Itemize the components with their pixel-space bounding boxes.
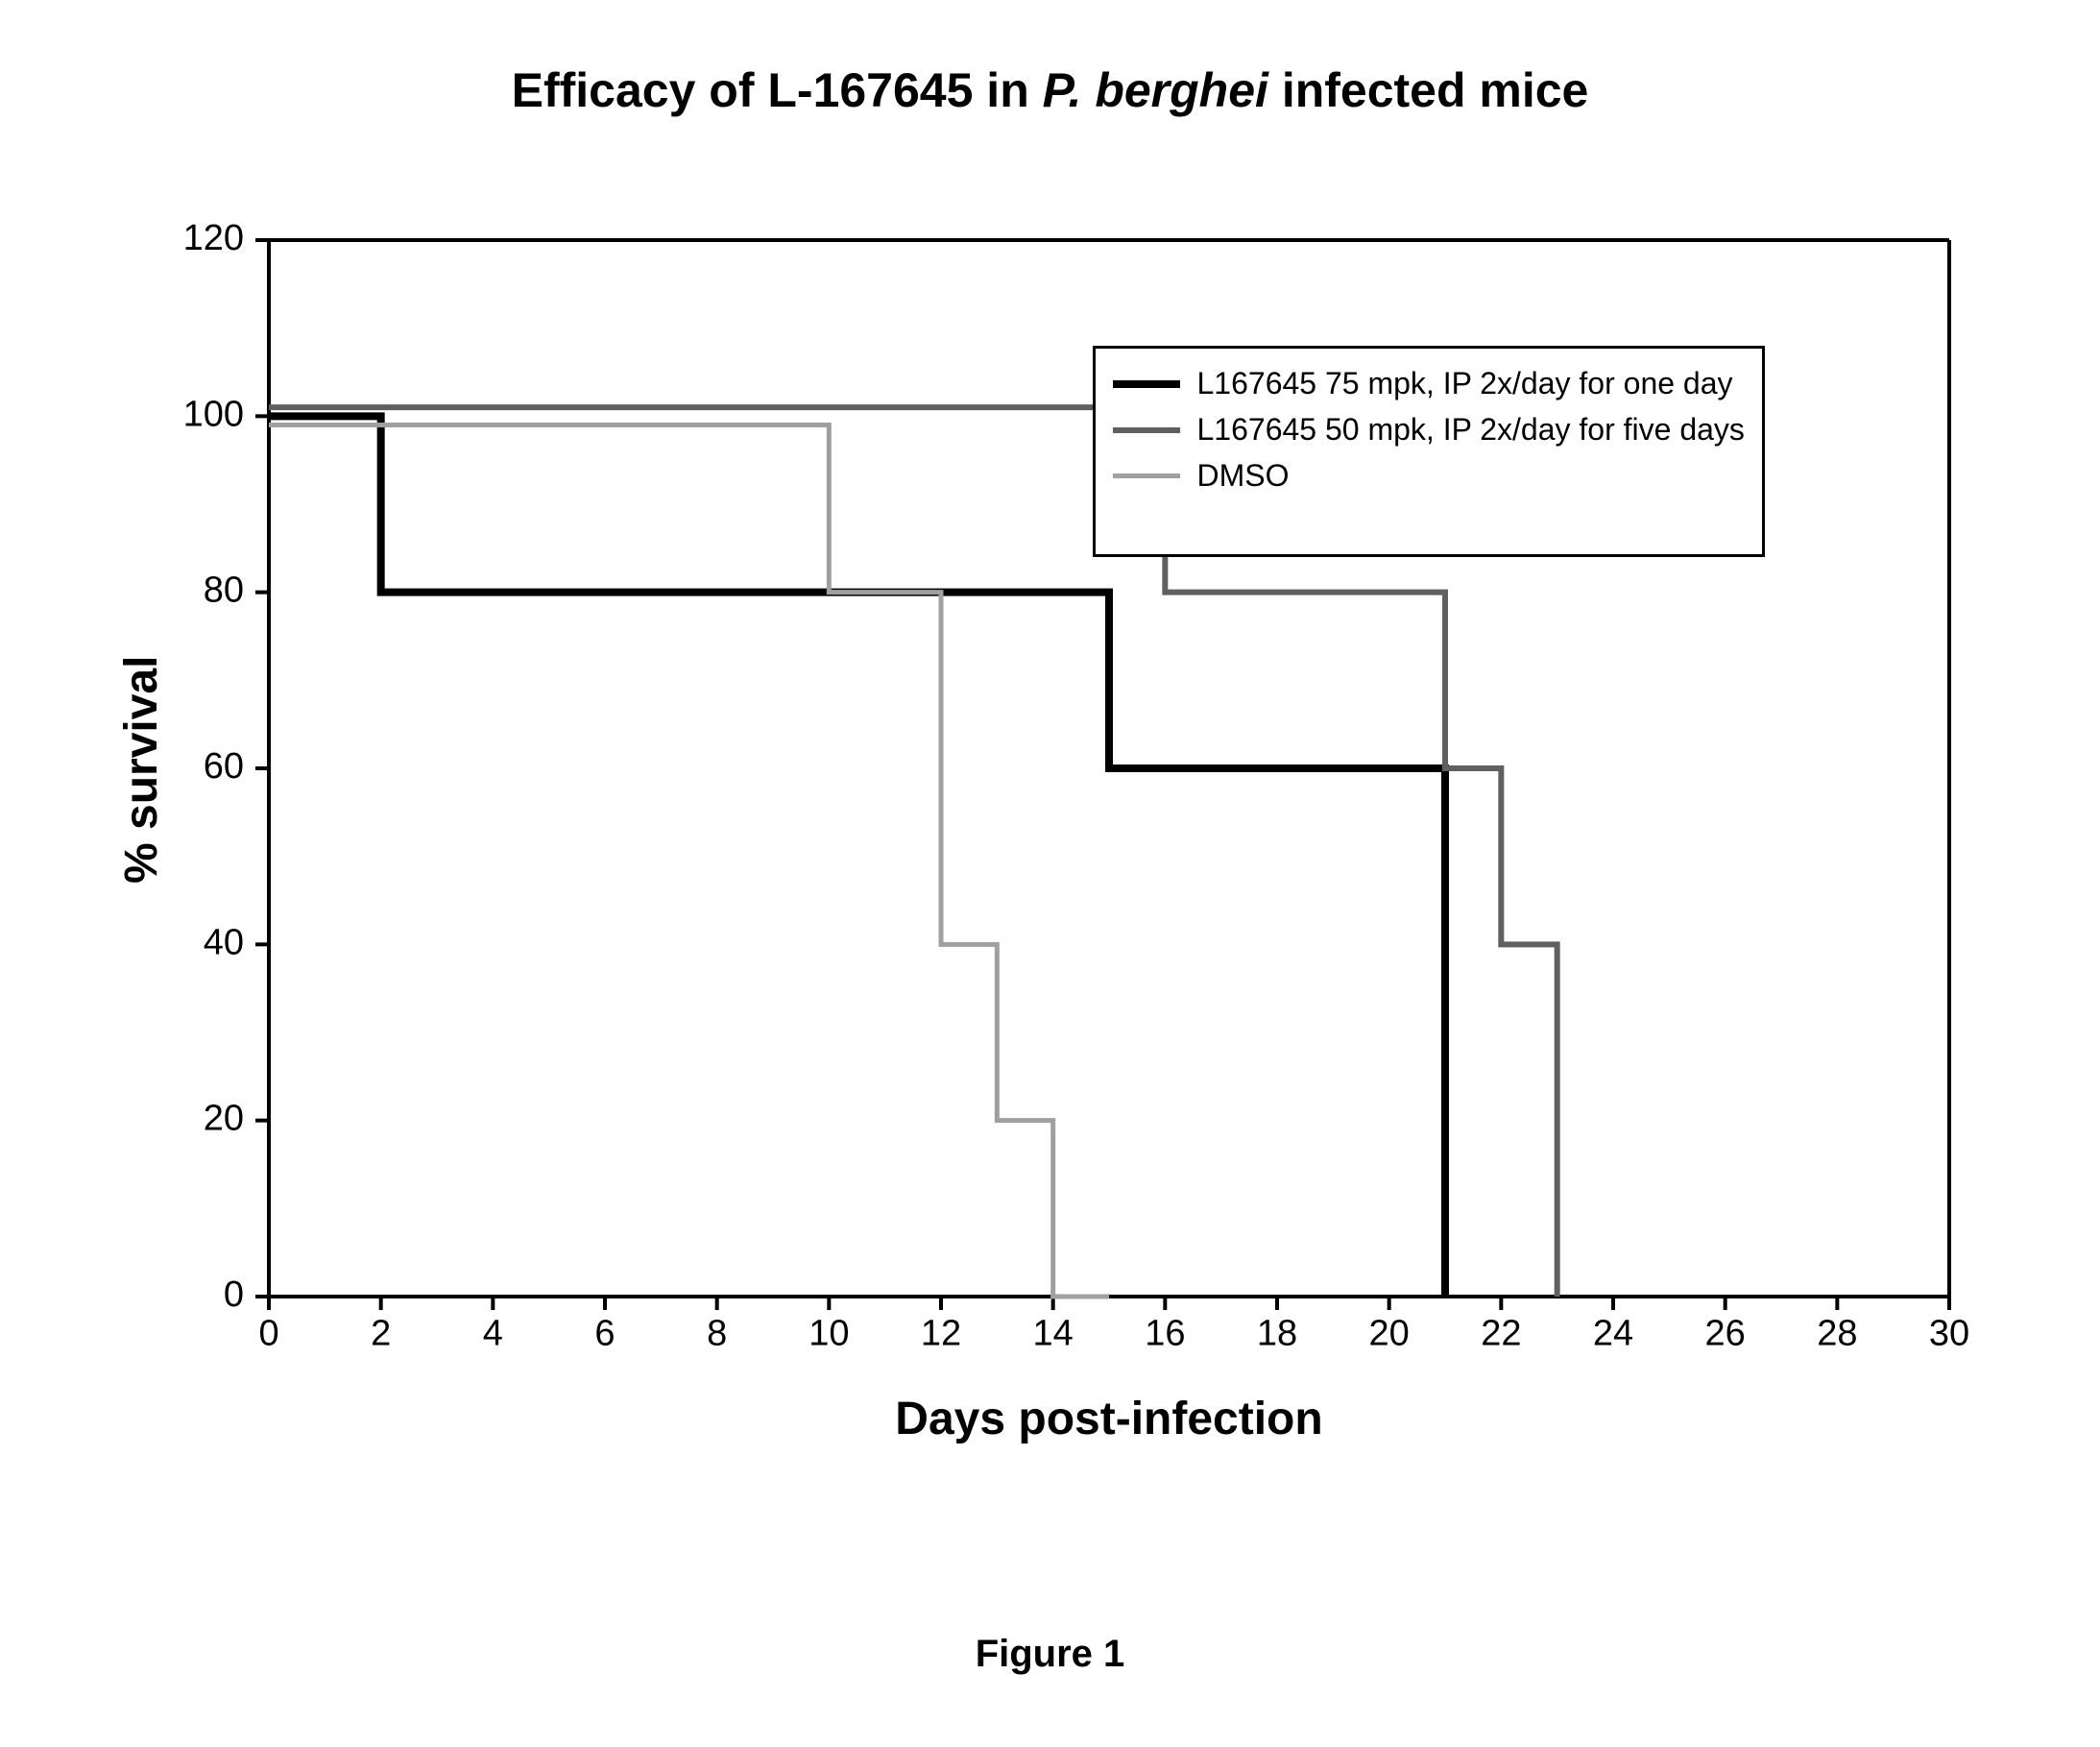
legend-swatch (1113, 473, 1180, 478)
svg-text:80: 80 (204, 570, 244, 611)
legend-item: L167645 75 mpk, IP 2x/day for one day (1113, 366, 1733, 401)
x-axis-label: Days post-infection (269, 1393, 1949, 1445)
svg-text:10: 10 (809, 1313, 849, 1353)
legend-label: DMSO (1197, 458, 1290, 494)
plot-area: 0246810121416182022242628300204060801001… (269, 240, 1949, 1297)
svg-text:20: 20 (204, 1099, 244, 1139)
legend-label: L167645 75 mpk, IP 2x/day for one day (1197, 366, 1733, 401)
legend-swatch (1113, 380, 1180, 388)
svg-text:6: 6 (594, 1313, 615, 1353)
svg-text:26: 26 (1705, 1313, 1746, 1353)
svg-text:2: 2 (371, 1313, 391, 1353)
legend-label: L167645 50 mpk, IP 2x/day for five days (1197, 412, 1745, 448)
svg-text:18: 18 (1257, 1313, 1297, 1353)
svg-text:24: 24 (1593, 1313, 1633, 1353)
legend-item: DMSO (1113, 458, 1290, 494)
svg-text:22: 22 (1481, 1313, 1521, 1353)
svg-text:16: 16 (1145, 1313, 1185, 1353)
svg-text:28: 28 (1817, 1313, 1857, 1353)
svg-text:14: 14 (1033, 1313, 1074, 1353)
legend-swatch (1113, 427, 1180, 433)
legend: L167645 75 mpk, IP 2x/day for one day L16… (1093, 346, 1765, 557)
svg-text:8: 8 (707, 1313, 727, 1353)
svg-text:0: 0 (224, 1274, 244, 1315)
svg-text:100: 100 (183, 394, 244, 434)
svg-text:20: 20 (1369, 1313, 1410, 1353)
chart-title: Efficacy of L-167645 in P. berghei infec… (0, 62, 2100, 118)
chart-svg: 0246810121416182022242628300204060801001… (182, 154, 2036, 1383)
figure-caption: Figure 1 (0, 1633, 2100, 1676)
y-axis-label: % survival (115, 656, 168, 884)
svg-text:60: 60 (204, 746, 244, 787)
svg-text:12: 12 (921, 1313, 961, 1353)
svg-text:120: 120 (183, 218, 244, 258)
svg-text:4: 4 (483, 1313, 503, 1353)
svg-text:40: 40 (204, 922, 244, 962)
svg-text:30: 30 (1929, 1313, 1969, 1353)
legend-item: L167645 50 mpk, IP 2x/day for five days (1113, 412, 1745, 448)
svg-text:0: 0 (258, 1313, 278, 1353)
page: Efficacy of L-167645 in P. berghei infec… (0, 0, 2100, 1747)
series-line (269, 425, 1109, 1298)
